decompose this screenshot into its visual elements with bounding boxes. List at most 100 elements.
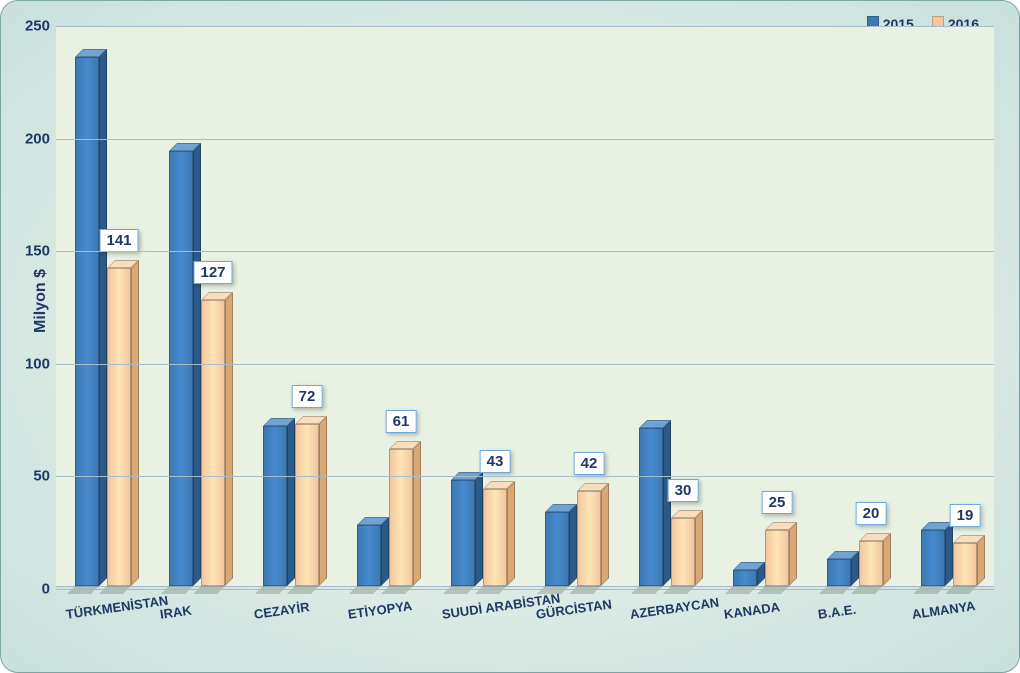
bar-side <box>945 522 953 586</box>
bar-front <box>545 512 569 586</box>
x-tick-label: KANADA <box>723 599 781 622</box>
bar-2015 <box>733 562 765 586</box>
bar-2016 <box>671 510 703 586</box>
bar-front <box>483 489 507 586</box>
bar-2015 <box>639 420 671 586</box>
y-tick-label: 100 <box>16 355 50 372</box>
floor-segment <box>632 589 709 590</box>
data-label: 43 <box>480 450 511 473</box>
bar-side <box>695 510 703 586</box>
grid-line <box>56 251 994 252</box>
y-tick-label: 200 <box>16 130 50 147</box>
x-tick-label: ALMANYA <box>911 598 976 622</box>
bar-shadow <box>381 586 413 594</box>
bar-front <box>639 428 663 586</box>
bar-shadow <box>569 586 601 594</box>
bar-side <box>851 551 859 586</box>
bar-2016 <box>577 483 609 586</box>
bar-shadow <box>725 586 757 594</box>
bar-side <box>789 522 797 586</box>
bar-front <box>201 300 225 586</box>
data-label: 42 <box>574 452 605 475</box>
bar-2015 <box>545 504 577 586</box>
floor-segment <box>444 589 521 590</box>
bar-front <box>859 541 883 586</box>
bar-side <box>413 441 421 586</box>
bar-front <box>169 151 193 586</box>
y-tick-label: 250 <box>16 18 50 35</box>
floor-segment <box>820 589 897 590</box>
bar-front <box>765 530 789 586</box>
data-label: 61 <box>386 410 417 433</box>
bar-front <box>921 530 945 586</box>
bar-2016 <box>295 416 327 586</box>
bar-shadow <box>819 586 851 594</box>
data-label: 30 <box>668 479 699 502</box>
bar-front <box>263 426 287 586</box>
data-label: 127 <box>193 261 232 284</box>
bar-side <box>977 535 985 586</box>
y-tick-label: 150 <box>16 243 50 260</box>
x-tick-label: CEZAYİR <box>253 599 310 622</box>
grid-line <box>56 364 994 365</box>
bar-side <box>569 504 577 586</box>
bar-front <box>357 525 381 586</box>
bar-2016 <box>859 533 891 586</box>
bar-2016 <box>201 292 233 586</box>
bar-2015 <box>827 551 859 586</box>
floor-segment <box>914 589 991 590</box>
y-tick-label: 50 <box>16 468 50 485</box>
bar-front <box>733 570 757 586</box>
grid-line <box>56 476 994 477</box>
bar-2016 <box>107 260 139 586</box>
bar-2016 <box>483 481 515 586</box>
data-label: 141 <box>99 229 138 252</box>
bar-side <box>319 416 327 586</box>
bars-layer: 141 127 72 61 43 42 30 25 20 19 <box>56 26 994 586</box>
bar-2016 <box>389 441 421 586</box>
bar-shadow <box>945 586 977 594</box>
bar-side <box>507 481 515 586</box>
bar-2015 <box>357 517 389 586</box>
bar-front <box>389 449 413 586</box>
bar-2015 <box>451 472 483 586</box>
floor-segment <box>350 589 427 590</box>
bar-front <box>107 268 131 586</box>
bar-front <box>827 559 851 586</box>
data-label: 25 <box>762 491 793 514</box>
bar-shadow <box>443 586 475 594</box>
bar-shadow <box>631 586 663 594</box>
bar-2015 <box>263 418 295 586</box>
x-tick-label: TÜRKMENİSTAN <box>65 593 169 622</box>
bar-2015 <box>921 522 953 586</box>
x-tick-label: IRAK <box>159 603 193 622</box>
bar-side <box>131 260 139 586</box>
bar-shadow <box>255 586 287 594</box>
bar-front <box>75 57 99 586</box>
grid-line <box>56 26 994 27</box>
y-tick-label: 0 <box>16 581 50 598</box>
bar-2016 <box>953 535 985 586</box>
bar-side <box>287 418 295 586</box>
bar-front <box>577 491 601 586</box>
bar-side <box>883 533 891 586</box>
x-tick-label: AZERBAYCAN <box>629 595 720 622</box>
x-tick-label: B.A.E. <box>817 602 857 622</box>
bar-side <box>225 292 233 586</box>
data-label: 20 <box>856 502 887 525</box>
plot-area: 1411277261434230252019 050100150200250TÜ… <box>56 26 994 587</box>
floor-segment <box>162 589 239 590</box>
grid-line <box>56 139 994 140</box>
bar-front <box>671 518 695 586</box>
bar-front <box>953 543 977 586</box>
data-label: 72 <box>292 385 323 408</box>
floor-segment <box>256 589 333 590</box>
bar-side <box>601 483 609 586</box>
bar-front <box>295 424 319 586</box>
y-axis-title: Milyon $ <box>32 269 50 333</box>
bar-shadow <box>851 586 883 594</box>
bar-shadow <box>913 586 945 594</box>
data-label: 19 <box>950 504 981 527</box>
floor-segment <box>538 589 615 590</box>
bar-front <box>451 480 475 586</box>
